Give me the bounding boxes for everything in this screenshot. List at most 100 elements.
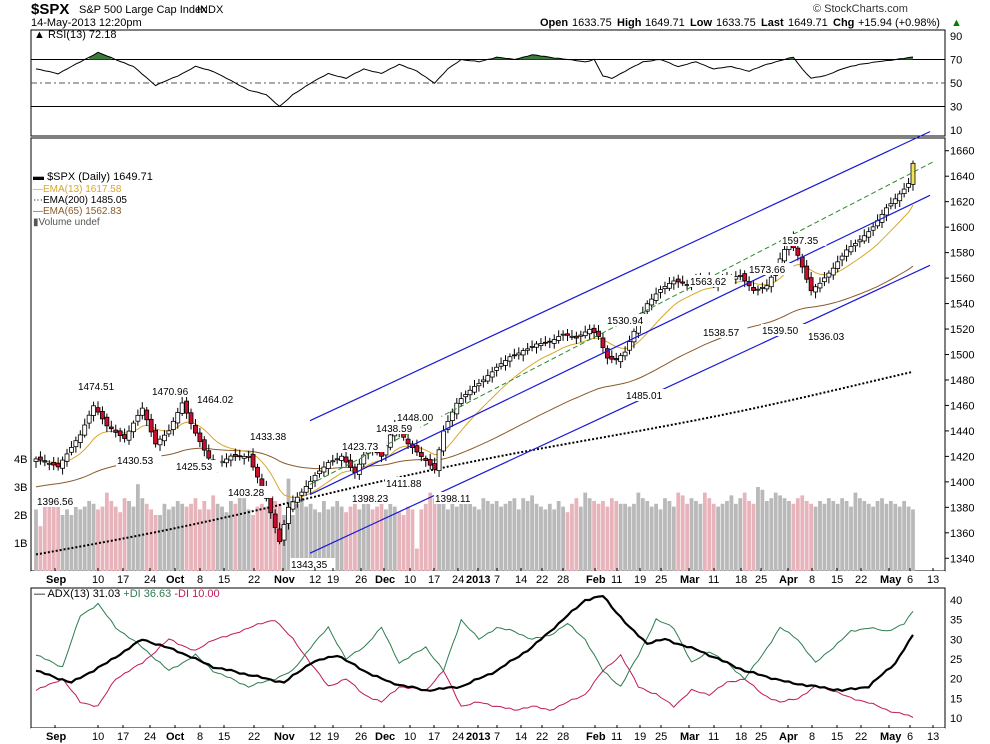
price-xaxis-label: 10	[404, 574, 416, 586]
price-annotation-label: 1398.11	[435, 494, 471, 505]
volume-bar	[632, 503, 636, 571]
adx-tick-label: 30	[950, 634, 962, 646]
candle-body	[666, 283, 672, 289]
volume-bar	[175, 501, 180, 571]
candle-body	[631, 330, 637, 343]
adx-label-text: ADX(13) 31.03	[47, 588, 121, 600]
volume-bar	[530, 495, 534, 571]
volume-bar	[104, 492, 109, 571]
volume-bar	[153, 515, 158, 571]
candle-body	[272, 513, 278, 529]
price-tick-label: 1340	[950, 553, 974, 565]
adx-xaxis-label: Feb	[586, 731, 606, 743]
price-annotation-bg	[77, 380, 123, 392]
volume-bar	[313, 509, 317, 571]
adx-xaxis-label: May	[880, 731, 902, 743]
volume-bar	[654, 503, 659, 571]
volume-bar	[609, 498, 614, 571]
price-annotation-label: 1536.03	[808, 332, 845, 343]
price-annotation-label: 1563.62	[690, 277, 727, 288]
price-tick-label: 1460	[950, 400, 974, 412]
price-xaxis-label: 6	[907, 574, 913, 586]
ema13-swatch-icon: —	[33, 184, 43, 195]
volume-bar	[844, 501, 849, 571]
candle-body	[534, 343, 539, 348]
adx-xaxis-label: 24	[452, 731, 464, 743]
volume-bar	[818, 501, 822, 571]
adx-xaxis-label: 7	[494, 731, 500, 743]
volume-bar	[290, 515, 295, 571]
volume-bar	[428, 492, 433, 571]
price-xaxis-label: 24	[144, 574, 156, 586]
volume-bar	[636, 492, 641, 571]
price-xaxis-label: 18	[735, 574, 747, 586]
volume-bar	[251, 515, 255, 571]
candle-body	[436, 449, 442, 472]
candle-body	[423, 457, 429, 461]
candle-body	[148, 418, 154, 433]
candle-body	[379, 451, 384, 457]
volume-bar	[353, 503, 357, 571]
candle-body	[892, 198, 898, 204]
price-tick-label: 1580	[950, 248, 974, 260]
candle-body	[489, 371, 495, 378]
volume-bar	[645, 501, 650, 571]
candle-body	[573, 335, 579, 339]
candle-body	[888, 203, 894, 207]
candle-body	[184, 400, 189, 414]
volume-bar	[539, 506, 543, 571]
adx-xaxis-label: 18	[735, 731, 747, 743]
volume-bar	[51, 498, 56, 571]
candle-body	[675, 278, 681, 283]
adx-xaxis-label: 15	[218, 731, 230, 743]
price-annotation-label: 1464.02	[197, 395, 234, 406]
adx-tick-label: 40	[950, 595, 962, 607]
price-tick-label: 1640	[950, 171, 974, 183]
volume-bar	[769, 498, 774, 571]
price-tick-label: 1380	[950, 502, 974, 514]
volume-bar	[432, 498, 437, 571]
candle-body	[760, 286, 765, 289]
volume-bar	[689, 498, 694, 571]
volume-bar	[516, 509, 521, 571]
candle-body	[653, 293, 659, 301]
low-value: 1633.75	[716, 17, 756, 29]
candle-body	[644, 303, 650, 312]
candle-body	[317, 470, 322, 475]
price-xaxis-label: 15	[831, 574, 843, 586]
symbol: $SPX	[31, 1, 70, 18]
price-xaxis-label: Sep	[46, 574, 66, 586]
candle-body	[662, 286, 668, 290]
volume-bar	[73, 503, 78, 571]
candle-body	[303, 486, 309, 493]
candle-body	[604, 348, 610, 359]
volume-bar	[366, 503, 371, 571]
candle-body	[901, 188, 907, 194]
candle-body	[542, 341, 548, 344]
volume-bar	[384, 509, 388, 571]
candle-body	[246, 455, 252, 458]
volume-bar	[605, 506, 610, 571]
price-annotation-bg	[36, 495, 82, 507]
candle-body	[538, 343, 544, 346]
adx-xaxis-label: 26	[355, 731, 367, 743]
candle-body	[565, 333, 570, 336]
volume-bar	[96, 509, 100, 571]
volume-bar	[228, 501, 233, 571]
volume-bar	[237, 487, 242, 571]
candle-body	[361, 454, 367, 465]
volume-bar	[87, 501, 92, 571]
volume-bar	[875, 501, 880, 571]
candle-body	[91, 405, 96, 416]
volume-tick-label: 4B	[14, 454, 27, 466]
volume-bar	[649, 506, 654, 571]
adx-xaxis-bg	[31, 728, 945, 742]
brand-logo[interactable]: © StockCharts.com	[813, 3, 908, 15]
candle-body	[498, 363, 504, 367]
legend-ema200: ⋯EMA(200) 1485.05	[33, 195, 127, 206]
candle-body	[153, 429, 158, 445]
candle-body	[339, 455, 345, 461]
adx-tick-label: 20	[950, 674, 962, 686]
price-annotation-bg	[761, 324, 807, 336]
price-xaxis-label: Dec	[375, 574, 395, 586]
